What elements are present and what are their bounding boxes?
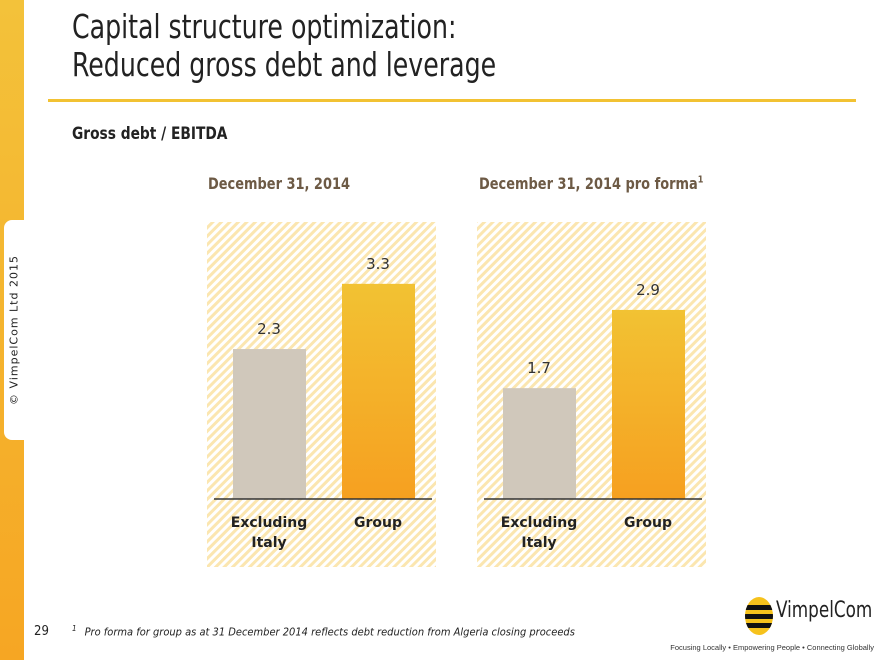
category-label: Italy (251, 535, 286, 551)
title-line-1: Capital structure optimization: (72, 7, 457, 46)
chart-1-title: December 31, 2014 (208, 174, 350, 193)
data-label: 1.7 (527, 359, 551, 377)
category-label: Excluding (231, 515, 307, 531)
chart-1-title-text: December 31, 2014 (208, 174, 350, 193)
chart-2-title-text: December 31, 2014 pro forma (479, 174, 698, 193)
category-label: Group (624, 515, 672, 531)
title-divider (48, 99, 856, 102)
data-label: 3.3 (366, 255, 390, 273)
footnote: 1 Pro forma for group as at 31 December 2… (72, 624, 575, 639)
logo-tagline: Focusing Locally • Empowering People • C… (670, 643, 874, 652)
logo-name: VimpelCom (776, 598, 873, 623)
category-label: Group (354, 515, 402, 531)
footnote-mark: 1 (72, 624, 77, 633)
side-tab (4, 220, 24, 440)
bar-group (612, 309, 685, 499)
bar-excluding-italy (233, 349, 306, 499)
section-subtitle: Gross debt / EBITDA (72, 124, 228, 144)
chart-2-title: December 31, 2014 pro forma1 (479, 174, 703, 193)
data-label: 2.9 (636, 281, 660, 299)
page-number: 29 (34, 624, 49, 639)
category-label: Excluding (501, 515, 577, 531)
data-label: 2.3 (257, 320, 281, 338)
footnote-text: Pro forma for group as at 31 December 20… (84, 625, 575, 639)
title-line-2: Reduced gross debt and leverage (72, 45, 497, 84)
category-label: Italy (521, 535, 556, 551)
bar-excluding-italy (503, 388, 576, 499)
bar-group (342, 283, 415, 499)
page-title: Capital structure optimization: Reduced g… (72, 8, 496, 84)
vimpelcom-logo-icon (745, 597, 773, 635)
chart-2-title-sup: 1 (697, 174, 704, 186)
